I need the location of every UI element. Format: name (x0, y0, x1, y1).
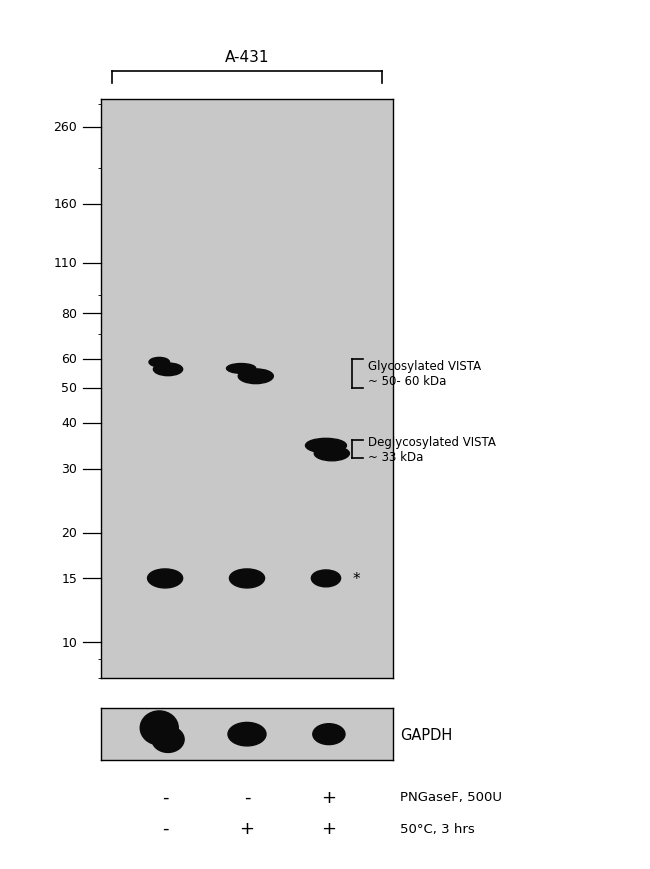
Ellipse shape (149, 358, 170, 368)
Text: 40: 40 (62, 417, 77, 430)
Text: 10: 10 (62, 636, 77, 649)
Ellipse shape (148, 569, 183, 588)
Text: -: - (244, 788, 250, 806)
Text: Glycosylated VISTA
~ 50- 60 kDa: Glycosylated VISTA ~ 50- 60 kDa (369, 359, 482, 388)
Ellipse shape (313, 724, 345, 745)
Ellipse shape (238, 369, 274, 384)
Ellipse shape (315, 447, 350, 461)
Text: 160: 160 (53, 198, 77, 211)
Ellipse shape (140, 711, 178, 745)
Text: 50: 50 (61, 381, 77, 395)
Text: 20: 20 (62, 527, 77, 540)
Ellipse shape (228, 722, 266, 746)
Text: 60: 60 (62, 353, 77, 366)
Ellipse shape (311, 570, 341, 587)
Text: -: - (162, 819, 168, 837)
Ellipse shape (226, 364, 256, 374)
Text: 80: 80 (61, 308, 77, 321)
Text: Deglycosylated VISTA
~ 33 kDa: Deglycosylated VISTA ~ 33 kDa (369, 435, 496, 463)
Text: A-431: A-431 (225, 50, 269, 65)
Text: 15: 15 (62, 572, 77, 585)
Text: +: + (239, 819, 255, 837)
Text: PNGaseF, 500U: PNGaseF, 500U (400, 791, 502, 803)
Text: GAPDH: GAPDH (400, 726, 452, 742)
Text: 110: 110 (53, 257, 77, 270)
Text: +: + (321, 819, 337, 837)
Text: -: - (162, 788, 168, 806)
Text: 260: 260 (53, 122, 77, 134)
Ellipse shape (306, 439, 346, 454)
Text: 30: 30 (62, 462, 77, 475)
Text: *: * (352, 571, 360, 586)
Text: +: + (321, 788, 337, 806)
Text: 50°C, 3 hrs: 50°C, 3 hrs (400, 822, 474, 834)
Ellipse shape (229, 569, 265, 588)
Ellipse shape (152, 726, 184, 753)
Ellipse shape (153, 363, 183, 376)
